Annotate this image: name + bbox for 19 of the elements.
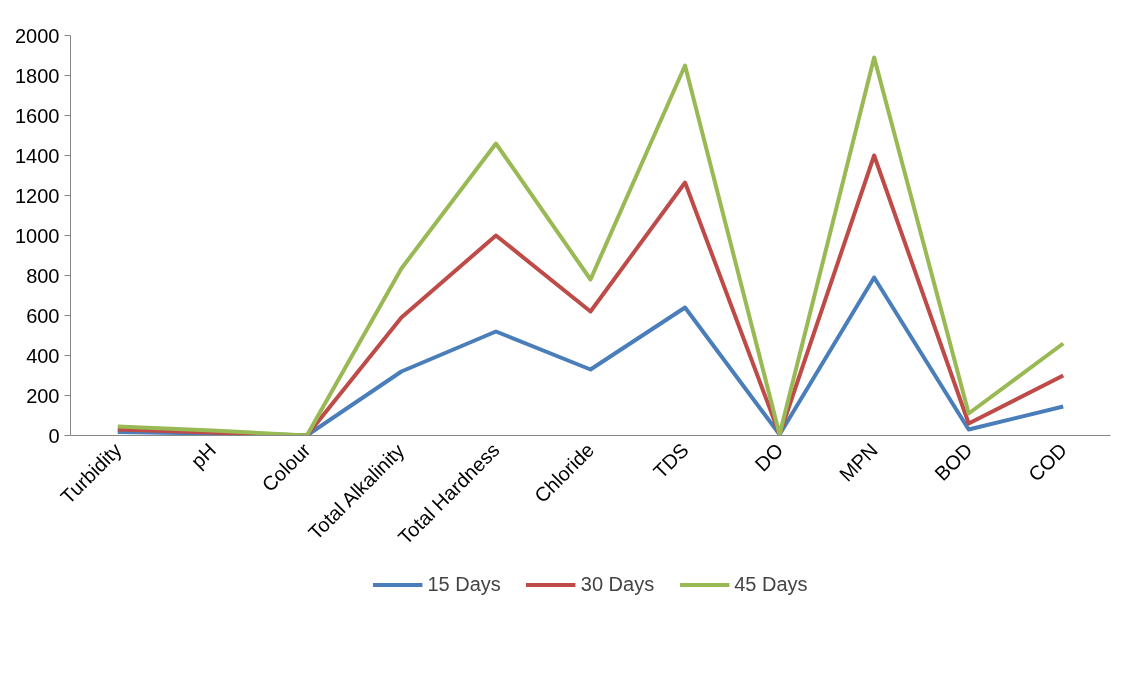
- line-series: [115, 55, 1066, 436]
- y-tick-label: 800: [26, 264, 60, 287]
- legend-label: 30 Days: [580, 572, 655, 596]
- y-tick-label: 1400: [15, 144, 60, 167]
- y-tick-label: 1600: [15, 104, 60, 127]
- x-tick-label: pH: [186, 438, 221, 473]
- y-tick-label: 1000: [15, 224, 60, 247]
- x-tick-label: DO: [750, 438, 788, 476]
- y-tick-label: 200: [26, 384, 60, 407]
- y-tick-label: 1800: [15, 64, 60, 87]
- y-tick-label: 600: [26, 304, 60, 327]
- line-series: [115, 153, 1066, 436]
- y-tick-label: 1200: [15, 184, 60, 207]
- legend-label: 45 Days: [734, 572, 808, 596]
- y-tick-label: 2000: [15, 24, 60, 47]
- x-tick-label: TDS: [648, 438, 693, 483]
- y-tick-label: 0: [48, 424, 60, 447]
- y-tick-label: 400: [26, 344, 60, 367]
- legend-label: 15 Days: [427, 572, 501, 596]
